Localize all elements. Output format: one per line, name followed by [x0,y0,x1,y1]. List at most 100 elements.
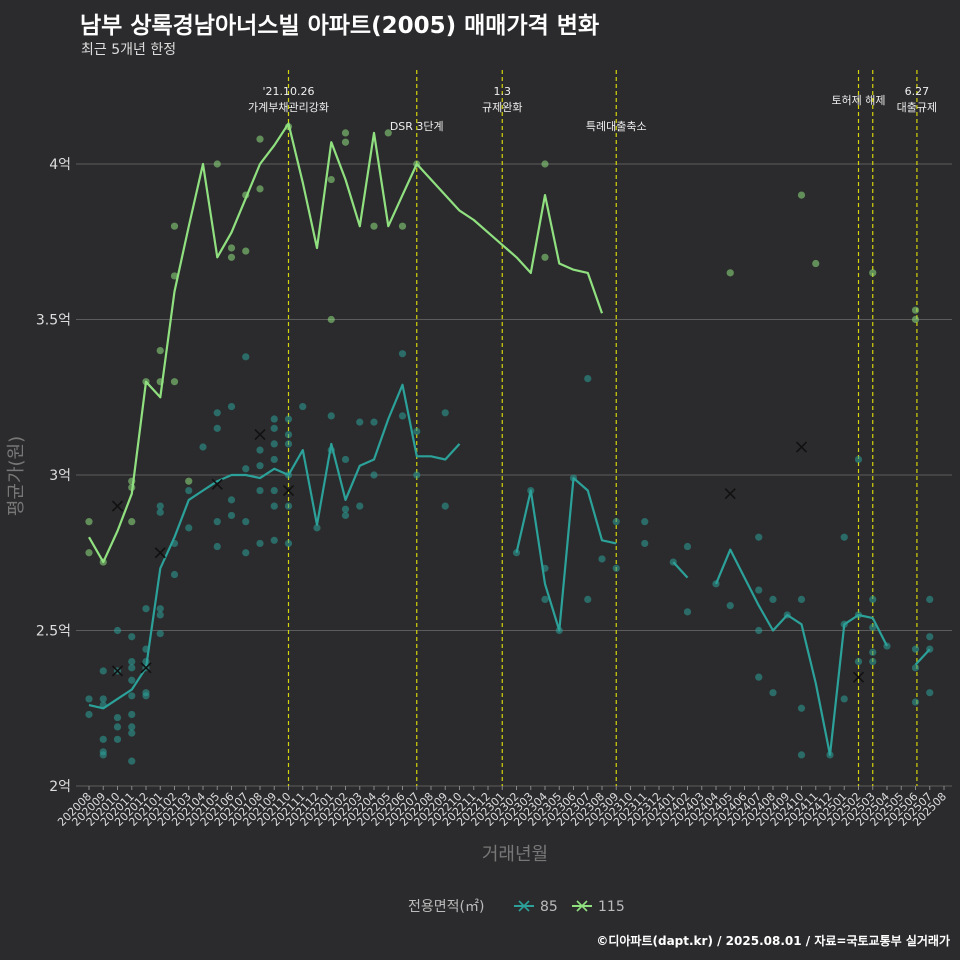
point-85 [926,595,934,604]
cross-115 [282,484,295,497]
event-label: 6.27 [905,85,930,98]
point-85 [413,427,421,436]
point-85 [641,518,649,526]
legend-key-cross [576,900,588,912]
point-85 [99,735,107,743]
event-label: '21.10.26 [262,85,314,98]
point-85 [213,518,221,526]
point-85 [128,723,136,731]
point-85 [284,539,293,548]
point-115 [256,185,264,193]
x-axis-title: 거래년월 [482,844,548,865]
point-85 [99,667,107,675]
point-85 [869,648,877,656]
point-115 [911,315,920,324]
y-tick-label: 2.5억 [36,624,71,640]
point-115 [327,315,335,324]
source-caption: ©디아파트(dapt.kr) / 2025.08.01 / 자료=국토교통부 실… [596,934,950,948]
point-85 [911,664,920,672]
point-85 [128,633,136,641]
point-85 [156,630,164,638]
point-85 [270,536,278,544]
point-85 [113,626,122,635]
point-115 [170,222,179,230]
point-85 [797,704,806,712]
point-115 [726,269,734,277]
point-85 [883,642,891,650]
cross-stroke [795,441,808,453]
point-115 [128,518,136,526]
line-85 [515,477,617,632]
point-85 [840,695,848,703]
series-lines [88,122,931,757]
point-85 [584,595,592,604]
y-tick-label: 4억 [49,157,71,173]
point-85 [128,658,136,666]
point-85 [256,462,264,470]
point-85 [726,602,734,610]
point-85 [242,353,250,361]
cross-stroke [154,547,166,559]
point-85 [185,524,193,532]
point-115 [327,175,335,184]
point-85 [840,533,848,541]
cross-stroke [211,478,223,490]
cross-stroke [140,662,152,674]
cross-stroke [852,671,865,683]
point-115 [911,306,920,314]
point-85 [926,633,934,641]
point-85 [755,586,763,594]
point-115 [812,259,820,268]
point-115 [85,518,93,526]
point-85 [641,539,649,548]
point-85 [541,595,549,604]
point-85 [755,626,763,635]
point-85 [284,502,293,510]
event-label: 토허제 해제 [831,93,885,107]
point-85 [270,486,278,495]
point-85 [270,455,278,464]
point-85 [99,695,107,703]
point-115 [341,129,350,137]
point-85 [926,689,934,697]
point-85 [227,402,236,411]
point-85 [270,424,278,432]
point-85 [85,695,93,703]
line-85 [672,561,689,579]
point-85 [256,539,264,548]
point-85 [869,658,877,666]
point-85 [356,418,364,426]
point-115 [384,129,392,137]
x-tick-labels: 2020082020092020102020112020122021012021… [55,786,949,829]
point-85 [256,446,264,454]
point-85 [755,533,763,541]
cross-markers [111,429,865,683]
point-85 [113,735,122,743]
point-85 [797,751,806,759]
cross-stroke [254,429,266,441]
point-115 [85,549,93,557]
legend: 전용면적(㎡) 85 115 [408,899,625,915]
point-85 [284,430,293,439]
point-115 [170,378,179,386]
point-85 [413,471,421,479]
point-115 [370,222,378,230]
event-label: 특례대출축소 [586,120,647,133]
point-85 [270,502,278,510]
point-85 [854,455,863,464]
event-label: 가계부채관리강화 [248,101,329,114]
point-85 [612,518,620,526]
point-85 [398,412,407,420]
point-85 [156,508,164,516]
point-115 [242,247,250,255]
point-85 [270,415,278,423]
point-85 [242,549,250,557]
point-85 [299,402,307,411]
y-tick-label: 3억 [49,468,71,484]
point-115 [213,160,221,168]
point-115 [256,135,264,143]
point-85 [341,511,350,520]
cross-85 [140,662,152,674]
data-points [85,123,934,765]
